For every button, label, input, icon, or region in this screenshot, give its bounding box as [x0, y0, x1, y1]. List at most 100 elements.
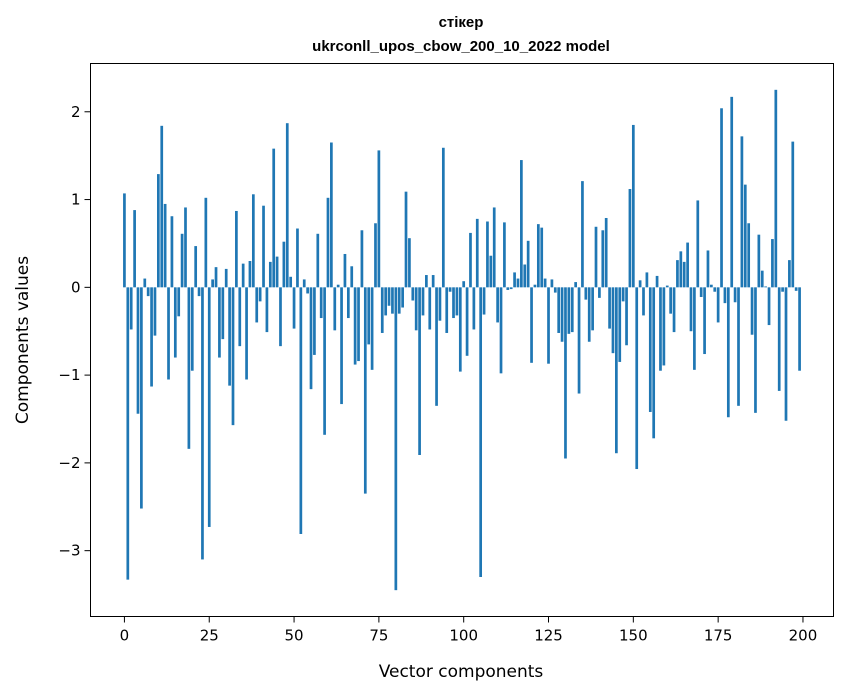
- bar: [421, 287, 425, 316]
- bar: [428, 287, 432, 330]
- bar: [190, 287, 194, 371]
- bar: [384, 287, 388, 316]
- bar: [272, 148, 276, 288]
- bar: [435, 287, 438, 406]
- bar: [184, 207, 187, 288]
- bar: [214, 267, 218, 288]
- bar: [235, 210, 238, 288]
- bar: [292, 287, 296, 329]
- bar: [391, 287, 394, 314]
- bar: [771, 239, 774, 288]
- bar: [167, 287, 170, 380]
- bar: [509, 287, 513, 290]
- bar: [587, 287, 591, 342]
- bar: [706, 250, 710, 288]
- bar: [472, 287, 476, 330]
- bar: [299, 287, 303, 534]
- bar: [489, 255, 493, 288]
- x-tick-label: 25: [200, 627, 219, 645]
- bar: [218, 287, 221, 358]
- bar: [370, 287, 374, 370]
- bar: [757, 234, 761, 288]
- bar: [618, 287, 622, 362]
- bar: [536, 224, 540, 288]
- bar: [353, 287, 357, 365]
- bar: [275, 256, 279, 288]
- bar: [791, 141, 795, 288]
- bar: [540, 227, 544, 288]
- bar: [723, 287, 727, 304]
- x-tick-label: 125: [534, 627, 563, 645]
- bar: [458, 287, 462, 372]
- bar: [516, 278, 520, 288]
- y-tick-label: −1: [58, 366, 80, 384]
- bar: [136, 287, 140, 414]
- bar: [574, 282, 578, 288]
- bar: [316, 233, 320, 288]
- bar: [665, 285, 669, 288]
- bar: [635, 287, 639, 470]
- y-tick-label: −3: [58, 542, 80, 560]
- bar: [533, 284, 537, 288]
- bar: [445, 287, 449, 333]
- bar: [187, 287, 191, 449]
- bar: [499, 287, 503, 374]
- bar: [146, 287, 150, 297]
- bar: [713, 287, 717, 292]
- bar: [302, 279, 306, 288]
- bar: [180, 233, 184, 288]
- bar: [560, 287, 564, 342]
- bar: [726, 287, 730, 418]
- bar: [520, 160, 523, 288]
- bar: [784, 287, 788, 421]
- bar: [648, 287, 652, 412]
- bar: [747, 223, 751, 288]
- bar: [150, 287, 153, 387]
- bar: [496, 287, 499, 323]
- bar: [431, 275, 435, 288]
- bar: [340, 287, 343, 405]
- bar: [306, 287, 309, 294]
- bar: [506, 287, 510, 290]
- bar: [557, 287, 561, 333]
- bar: [672, 287, 676, 333]
- bar: [621, 287, 625, 302]
- bar: [418, 287, 421, 455]
- bar: [255, 287, 259, 323]
- bar: [530, 287, 533, 363]
- x-tick-label: 200: [789, 627, 818, 645]
- bar: [248, 261, 252, 288]
- bar: [526, 240, 530, 288]
- bar: [452, 287, 455, 319]
- bar: [794, 287, 798, 291]
- x-tick-label: 100: [449, 627, 478, 645]
- x-tick-label: 175: [704, 627, 733, 645]
- bar: [720, 108, 723, 288]
- bar: [550, 279, 554, 288]
- bar: [143, 278, 147, 288]
- bar: [224, 268, 228, 288]
- bar: [408, 238, 411, 288]
- bar: [343, 253, 347, 288]
- bar: [513, 272, 516, 288]
- bar: [397, 287, 401, 314]
- bar: [774, 89, 778, 288]
- y-tick-label: 1: [71, 191, 81, 209]
- bar: [441, 147, 445, 288]
- bar: [201, 287, 204, 560]
- y-axis-label: Components values: [13, 256, 33, 424]
- plot-frame: [90, 63, 834, 617]
- bar: [730, 96, 734, 288]
- bar: [207, 287, 211, 527]
- bar: [652, 287, 656, 439]
- bar: [411, 287, 415, 301]
- bar: [123, 193, 126, 288]
- y-tick-label: 2: [71, 103, 81, 121]
- bar: [438, 287, 442, 321]
- bar: [584, 287, 588, 300]
- bar: [638, 280, 642, 288]
- bar: [777, 287, 781, 391]
- bar: [733, 287, 737, 303]
- bar: [336, 284, 340, 288]
